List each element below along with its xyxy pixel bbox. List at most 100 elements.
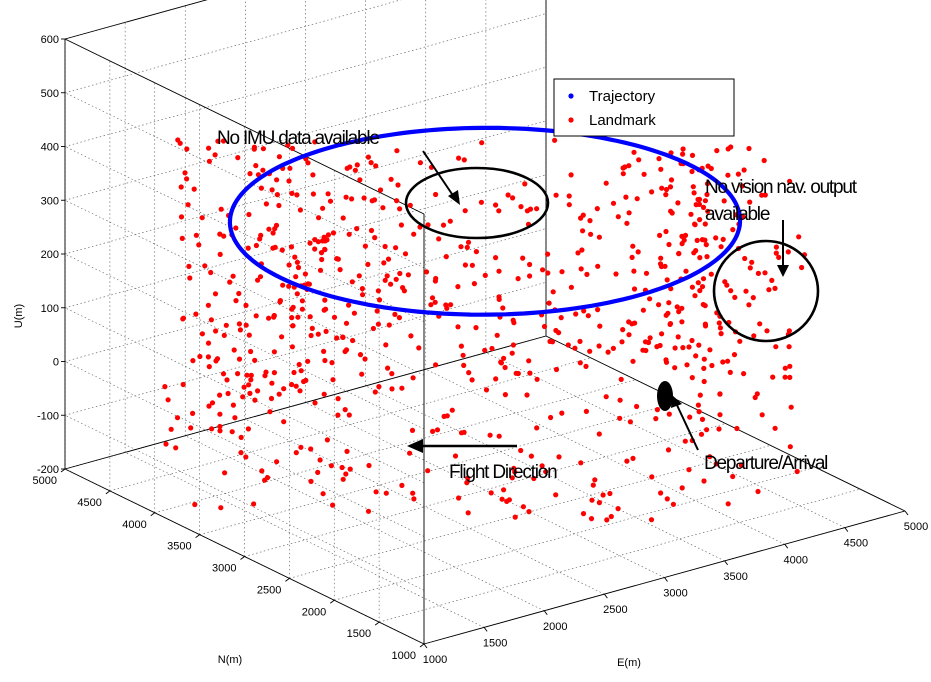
- landmark-point: [447, 218, 453, 224]
- landmark-point: [274, 177, 280, 183]
- landmark-point: [462, 262, 468, 268]
- landmark-point: [693, 248, 699, 254]
- landmark-point: [165, 397, 171, 403]
- landmark-point: [705, 163, 711, 169]
- landmark-point: [624, 458, 630, 464]
- landmark-point: [488, 490, 494, 496]
- landmark-point: [566, 202, 572, 208]
- landmark-point: [218, 206, 224, 212]
- landmark-point: [289, 381, 295, 388]
- landmark-point: [693, 353, 699, 359]
- landmark-point: [550, 289, 556, 295]
- x-tick-mark: [483, 627, 488, 632]
- landmark-point: [663, 192, 669, 198]
- landmark-point: [212, 152, 218, 158]
- landmark-point: [221, 233, 227, 239]
- legend-landmark-marker: [568, 117, 574, 123]
- landmark-point: [717, 325, 724, 331]
- landmark-point: [682, 232, 689, 238]
- landmark-point: [566, 193, 572, 199]
- landmark-point: [600, 492, 606, 498]
- landmark-point: [425, 222, 431, 228]
- landmark-point: [704, 191, 710, 198]
- grid-line: [245, 418, 605, 595]
- landmark-point: [248, 372, 254, 378]
- landmark-point: [342, 407, 348, 413]
- landmark-point: [716, 426, 722, 432]
- landmark-point: [236, 356, 243, 362]
- landmark-point: [709, 362, 715, 369]
- landmark-point: [255, 388, 261, 394]
- x-tick-mark: [724, 560, 728, 566]
- landmark-point: [411, 231, 417, 237]
- landmark-point: [236, 290, 242, 297]
- y-tick-mark: [195, 534, 200, 538]
- landmark-point: [658, 166, 664, 172]
- landmark-point: [321, 391, 327, 397]
- landmark-point: [267, 409, 273, 415]
- landmark-point: [402, 251, 409, 257]
- landmark-point: [294, 259, 300, 265]
- legend-trajectory-marker: [568, 93, 574, 99]
- z-tick-label: 500: [41, 88, 59, 100]
- landmark-point: [263, 201, 269, 207]
- landmark-point: [308, 478, 314, 484]
- landmark-point: [654, 344, 660, 350]
- landmark-point: [199, 215, 205, 221]
- axis-frame-line: [64, 335, 547, 470]
- landmark-point: [575, 250, 581, 256]
- grid-line: [64, 199, 425, 376]
- landmark-point: [276, 202, 282, 209]
- landmark-point: [262, 477, 268, 483]
- landmark-point: [545, 270, 551, 276]
- landmark-point: [217, 411, 223, 417]
- landmark-point: [360, 292, 366, 298]
- landmark-point: [394, 198, 400, 204]
- landmark-point: [617, 397, 623, 403]
- landmark-point: [179, 235, 185, 241]
- landmark-point: [697, 288, 703, 294]
- landmark-point: [324, 237, 330, 243]
- landmark-point: [702, 221, 708, 227]
- landmark-point: [548, 414, 554, 421]
- landmark-point: [630, 455, 636, 461]
- x-tick-mark: [423, 643, 428, 649]
- landmark-point: [449, 407, 455, 413]
- landmark-point: [202, 263, 208, 269]
- y-tick-mark: [374, 621, 380, 626]
- landmark-point: [749, 259, 755, 265]
- landmark-point: [215, 138, 221, 144]
- landmark-point: [290, 323, 296, 329]
- landmark-point: [307, 314, 313, 320]
- landmark-point: [253, 163, 259, 169]
- landmark-point: [432, 299, 438, 305]
- landmark-point: [690, 184, 696, 190]
- landmark-point: [294, 291, 300, 297]
- landmark-point: [580, 212, 586, 218]
- landmark-point: [286, 283, 292, 289]
- landmark-point: [374, 308, 380, 314]
- landmark-point: [694, 237, 700, 243]
- landmark-point: [350, 337, 356, 344]
- landmark-point: [505, 192, 511, 198]
- landmark-point: [223, 322, 229, 328]
- landmark-point: [458, 244, 464, 250]
- landmark-point: [620, 171, 626, 177]
- landmark-point: [597, 323, 603, 329]
- landmark-point: [398, 222, 404, 228]
- x-tick-label: 1000: [423, 654, 447, 666]
- landmark-point: [580, 228, 586, 234]
- landmark-point: [699, 416, 706, 422]
- landmark-point: [631, 268, 637, 274]
- landmark-point: [357, 177, 363, 183]
- landmark-point: [197, 353, 203, 360]
- landmark-point: [349, 196, 355, 202]
- landmark-point: [370, 325, 376, 332]
- landmark-point: [653, 416, 659, 422]
- landmark-point: [679, 319, 685, 325]
- landmark-point: [766, 287, 772, 293]
- landmark-point: [672, 345, 678, 351]
- z-tick-label: -100: [37, 410, 59, 422]
- y-tick-mark: [329, 599, 335, 604]
